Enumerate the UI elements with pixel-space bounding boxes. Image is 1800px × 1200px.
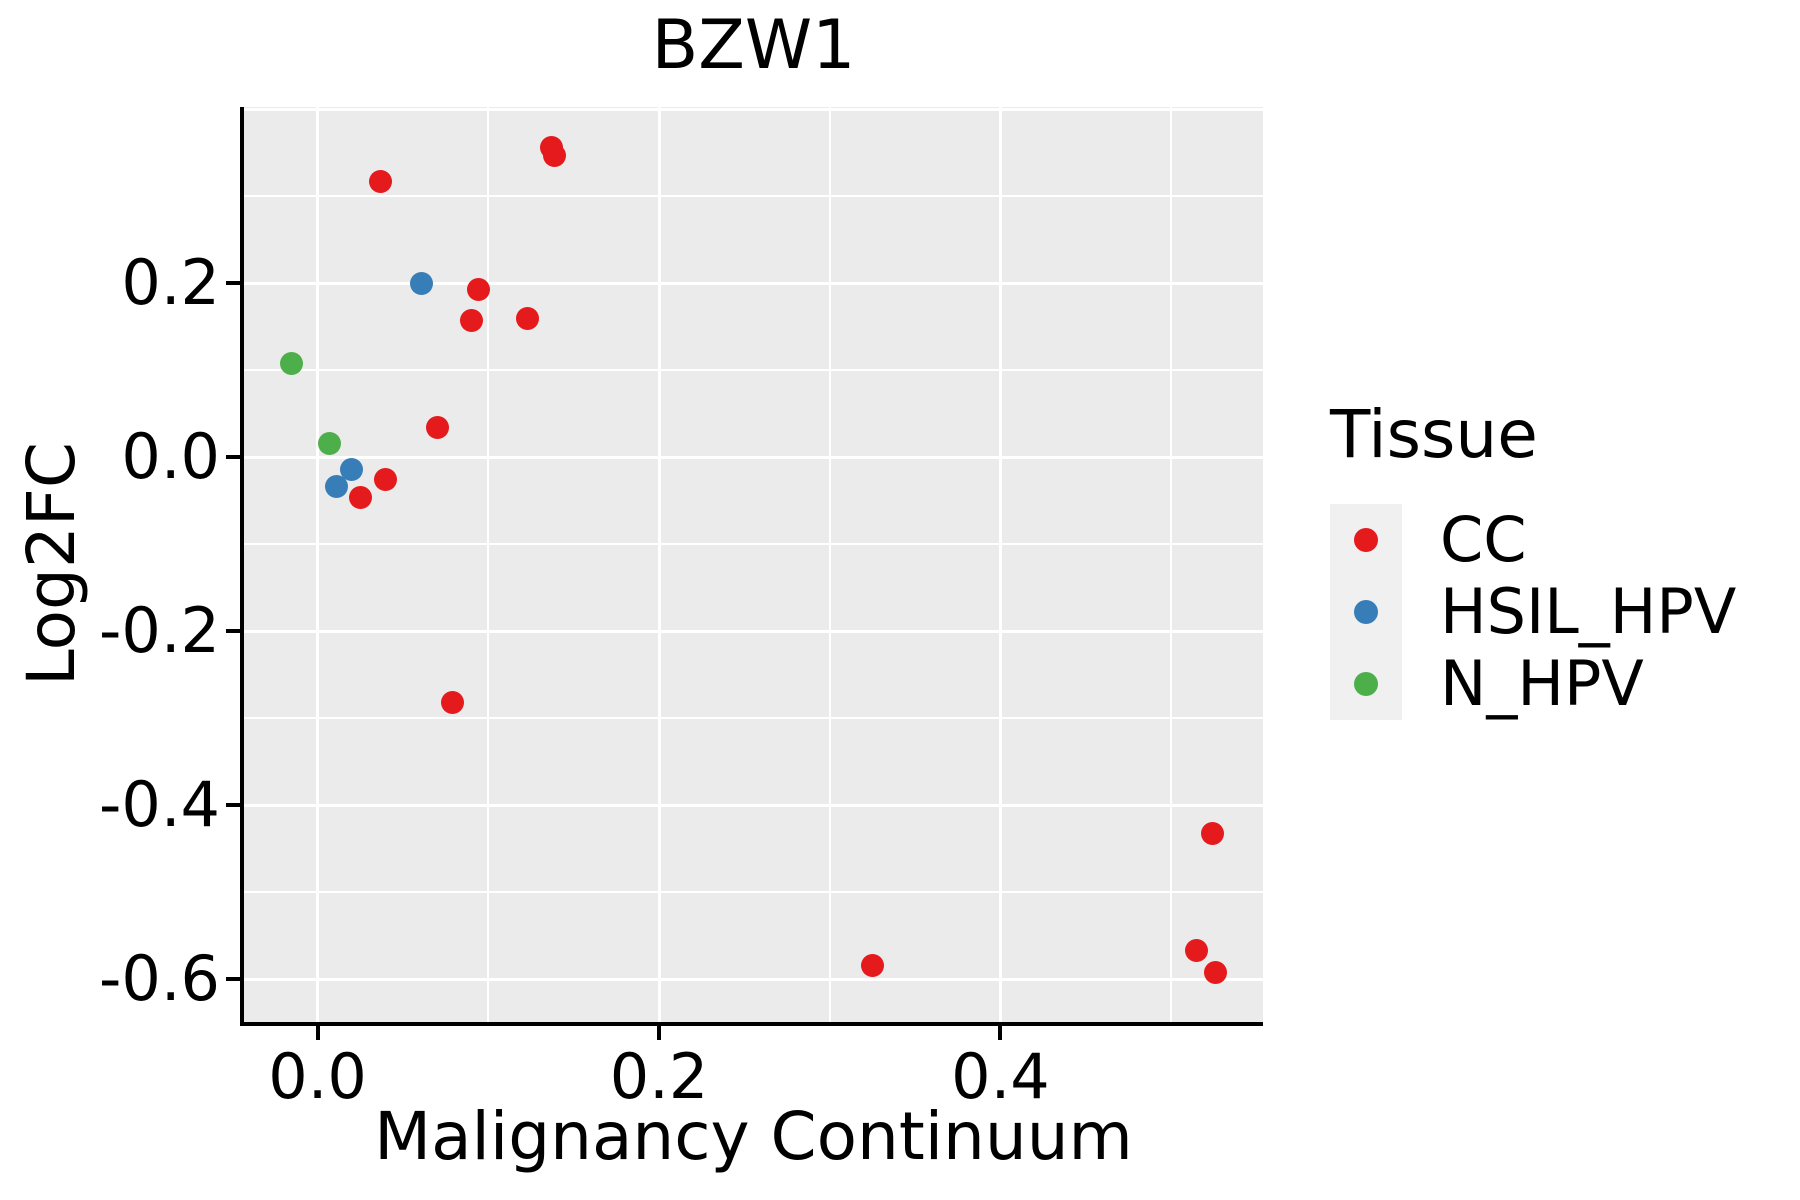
- legend-label-hsil_hpv: HSIL_HPV: [1440, 575, 1737, 648]
- data-point-hsil_hpv: [340, 457, 364, 481]
- y-major-gridline: [244, 455, 1263, 459]
- data-point-hsil_hpv: [324, 475, 348, 499]
- x-axis-title: Malignancy Continuum: [374, 1098, 1133, 1175]
- y-tick-mark: [226, 281, 240, 285]
- data-point-cc: [459, 308, 483, 332]
- data-point-hsil_hpv: [410, 271, 434, 295]
- y-tick-mark: [226, 977, 240, 982]
- y-minor-gridline: [244, 195, 1263, 197]
- x-tick-mark: [315, 1026, 320, 1040]
- x-major-gridline: [316, 107, 320, 1022]
- y-major-gridline: [244, 803, 1263, 807]
- data-point-cc: [369, 169, 393, 193]
- legend-title: Tissue: [1330, 396, 1538, 473]
- y-major-gridline: [244, 629, 1263, 633]
- y-major-gridline: [244, 281, 1263, 285]
- y-tick-mark: [226, 803, 240, 808]
- y-tick-mark: [226, 455, 240, 459]
- legend-dot-hsil_hpv: [1354, 600, 1378, 624]
- x-tick-mark: [657, 1026, 661, 1040]
- y-minor-gridline: [244, 717, 1263, 719]
- data-point-cc: [1200, 822, 1224, 846]
- y-tick-label: 0.0: [121, 420, 220, 493]
- x-minor-gridline: [487, 107, 490, 1022]
- legend-dot-cc: [1354, 528, 1378, 552]
- legend-key-n_hpv: [1330, 648, 1402, 720]
- y-minor-gridline: [244, 891, 1263, 894]
- x-major-gridline: [657, 107, 661, 1022]
- y-major-gridline: [244, 977, 1263, 981]
- y-tick-label: -0.4: [99, 768, 220, 842]
- legend-label-cc: CC: [1440, 503, 1527, 576]
- y-axis-line: [240, 107, 244, 1026]
- y-tick-label: 0.2: [121, 246, 220, 319]
- x-axis-line: [240, 1022, 1263, 1026]
- legend-key-cc: [1330, 504, 1402, 576]
- data-point-cc: [860, 954, 884, 978]
- data-point-cc: [466, 277, 490, 301]
- legend-label-n_hpv: N_HPV: [1440, 647, 1644, 720]
- x-tick-label: 0.0: [268, 1040, 367, 1113]
- x-tick-label: 0.2: [609, 1040, 709, 1113]
- data-point-cc: [374, 468, 398, 492]
- legend-dot-n_hpv: [1354, 672, 1378, 696]
- y-minor-gridline: [244, 369, 1263, 371]
- data-point-cc: [440, 690, 464, 714]
- x-major-gridline: [998, 107, 1002, 1022]
- y-major-gridline: [244, 107, 1263, 111]
- data-point-n_hpv: [318, 431, 342, 455]
- data-point-cc: [543, 144, 567, 168]
- y-tick-mark: [226, 629, 240, 633]
- y-tick-label: -0.2: [99, 594, 220, 667]
- data-point-cc: [1204, 961, 1228, 985]
- data-point-cc: [348, 485, 372, 509]
- x-tick-mark: [998, 1026, 1003, 1040]
- legend-key-hsil_hpv: [1330, 576, 1402, 648]
- data-point-cc: [1185, 938, 1209, 962]
- data-point-cc: [516, 307, 540, 331]
- y-tick-label: -0.6: [99, 942, 220, 1016]
- x-minor-gridline: [828, 107, 831, 1022]
- data-point-n_hpv: [280, 352, 304, 376]
- y-axis-title-text: Log2FC: [13, 442, 90, 686]
- plot-title: BZW1: [651, 6, 856, 85]
- x-tick-label: 0.4: [951, 1040, 1050, 1113]
- data-point-cc: [425, 415, 449, 439]
- x-minor-gridline: [1170, 107, 1173, 1022]
- plot-panel: [244, 107, 1263, 1022]
- y-minor-gridline: [244, 543, 1263, 545]
